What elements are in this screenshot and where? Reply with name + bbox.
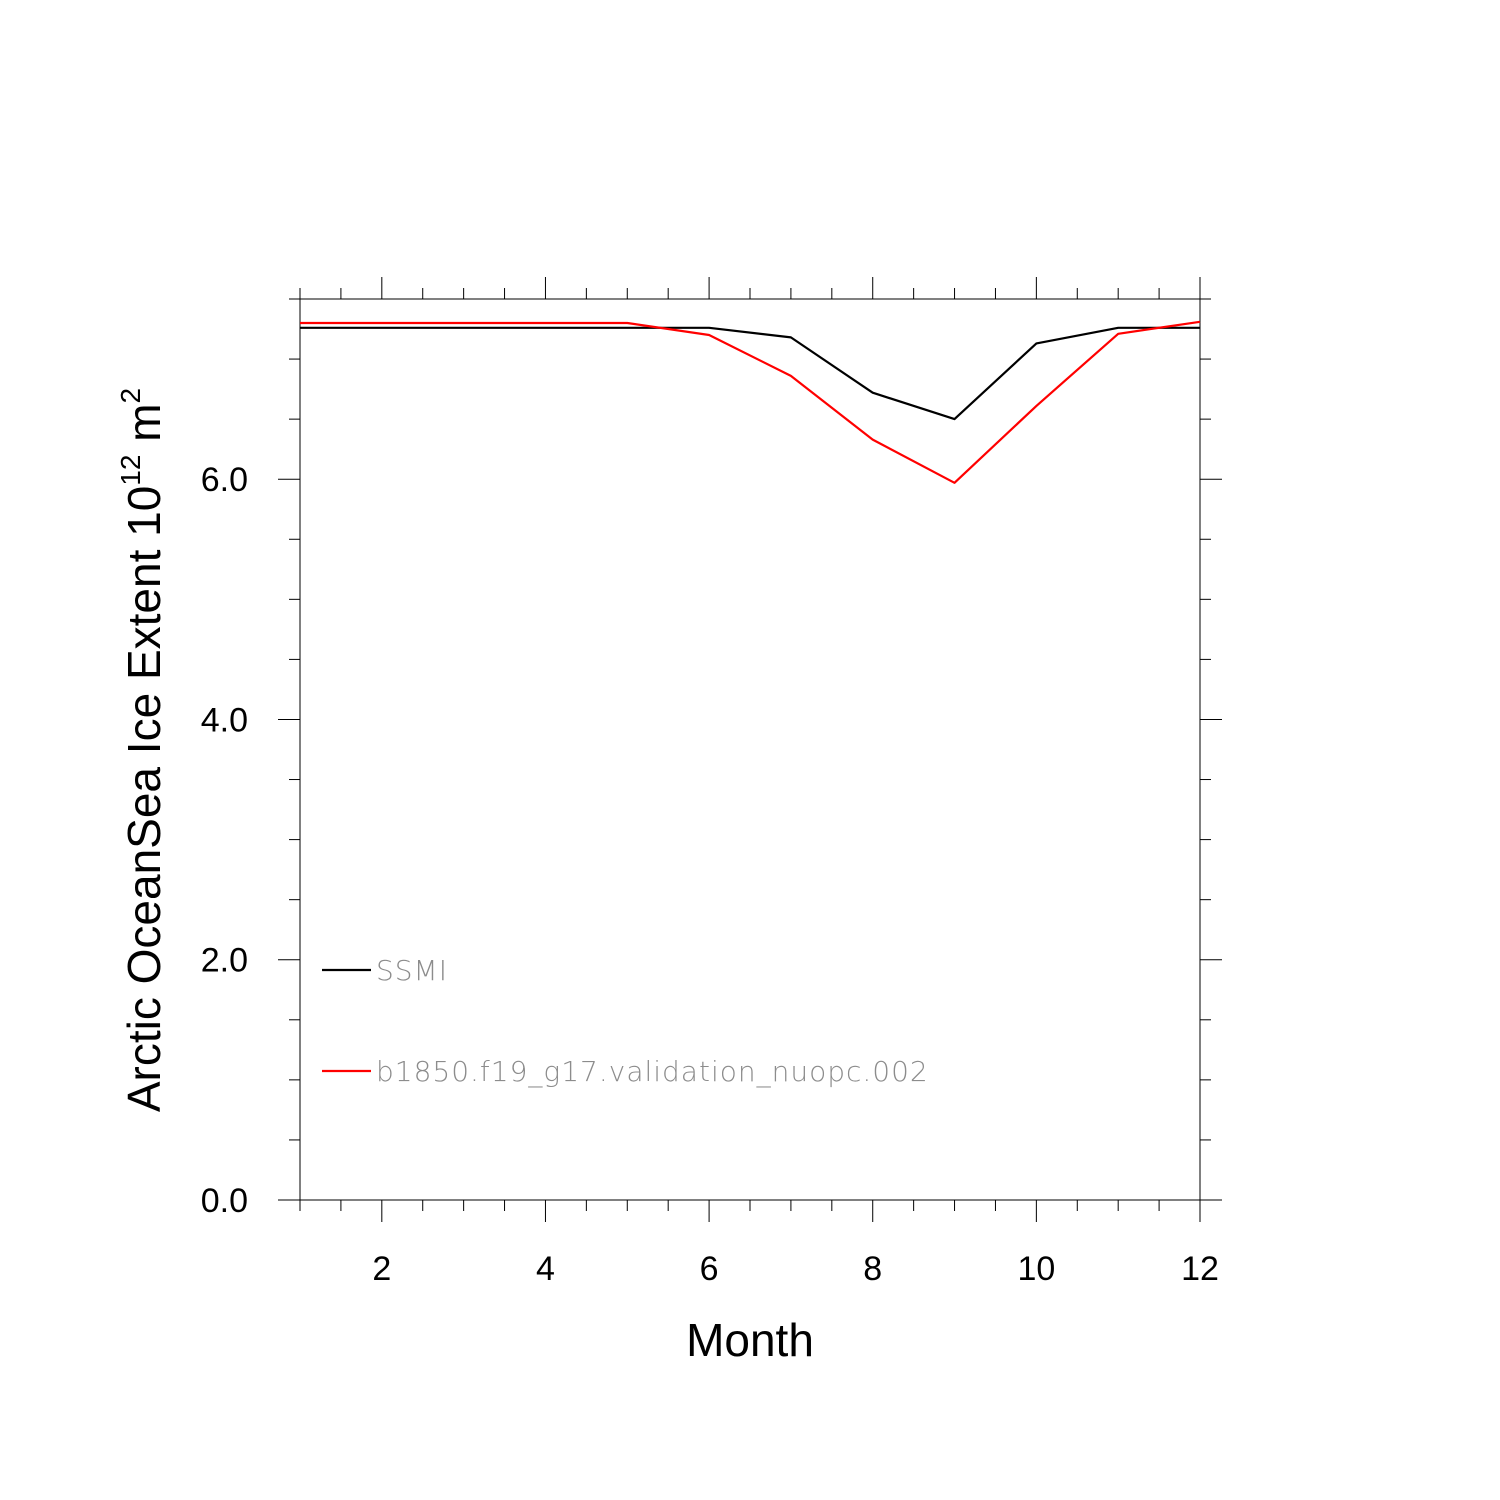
y-axis-title-unit: m [118, 403, 170, 454]
series-line-ssmi [300, 326, 1200, 421]
series-line-b1850-f19-g17-validation-nuopc-002 [300, 320, 1201, 484]
legend: SSMI b1850.f19_g17.validation_nuopc.002 [322, 954, 929, 1089]
y-tick-label: 2.0 [201, 942, 248, 980]
y-axis-title-exponent: 12 [115, 455, 146, 486]
y-axis-title-unit-exponent: 2 [115, 388, 146, 404]
legend-label: SSMI [376, 954, 448, 987]
series-lines [300, 320, 1201, 484]
legend-label: b1850.f19_g17.validation_nuopc.002 [376, 1055, 929, 1089]
x-tick-label: 4 [536, 1250, 555, 1288]
x-tick-label: 2 [372, 1250, 391, 1288]
axes: 2 4 6 8 10 12 0.0 2.0 4.0 6.0 [201, 277, 1222, 1288]
y-tick-label: 0.0 [201, 1182, 248, 1220]
y-tick-label: 6.0 [201, 461, 248, 499]
y-axis-title-prefix: Arctic OceanSea Ice Extent 10 [118, 486, 170, 1112]
x-tick-label: 6 [700, 1250, 719, 1288]
y-tick-label: 4.0 [201, 701, 248, 739]
x-tick-label: 12 [1181, 1250, 1219, 1288]
x-axis-title: Month [686, 1314, 814, 1366]
x-tick-label: 8 [863, 1250, 882, 1288]
x-tick-label: 10 [1017, 1250, 1055, 1288]
y-axis-title: Arctic OceanSea Ice Extent 1012 m2 [115, 388, 170, 1112]
